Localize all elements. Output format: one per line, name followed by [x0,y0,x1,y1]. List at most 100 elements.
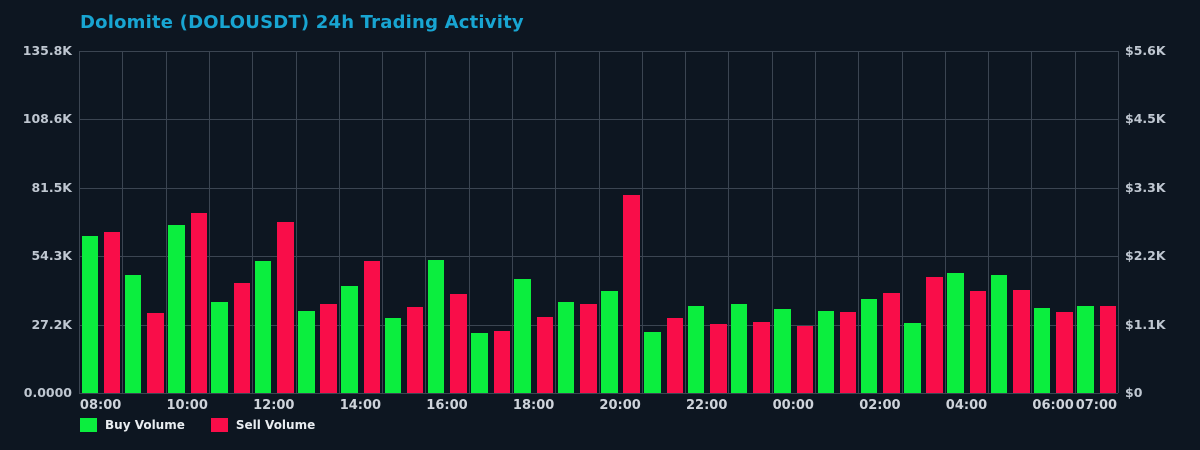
y-axis-right-label: $2.2K [1125,248,1166,264]
x-axis-label: 02:00 [859,398,901,413]
buy-bar [81,235,99,393]
y-axis-left-label: 54.3K [31,248,72,264]
sell-bar [1013,289,1030,393]
sell-bar [363,260,381,393]
sell-volume-swatch [210,418,228,432]
v-gridline [1074,51,1076,393]
buy-bar [1033,307,1051,393]
x-axis-label: 12:00 [253,398,295,413]
buy-bar [1077,305,1094,393]
y-axis-left-label: 108.6K [22,111,72,127]
sell-bar [536,317,554,393]
sell-bar [883,293,900,393]
sell-bar [753,321,770,393]
v-gridline [555,51,557,393]
sell-bar [839,311,857,393]
legend-label-sell: Sell Volume [235,418,316,432]
buy-bar [471,333,488,393]
y-axis-right-label: $4.5K [1125,111,1166,127]
v-gridline [122,51,124,393]
h-gridline [79,393,1118,394]
x-axis-label: 16:00 [426,398,468,413]
buy-bar [557,302,575,393]
buy-bar [211,301,228,393]
sell-bar [969,291,987,393]
sell-bar [103,232,121,393]
page-title: Dolomite (DOLOUSDT) 24h Trading Activity [80,12,524,33]
y-axis-right-label: $3.3K [1125,179,1166,195]
legend-label-buy: Buy Volume [105,418,185,432]
sell-bar [450,294,467,393]
sell-bar [233,283,251,393]
x-axis-label: 20:00 [599,398,641,413]
x-axis-label: 06:00 [1032,398,1074,413]
v-gridline [858,51,860,393]
buy-bar [947,272,964,393]
buy-bar [124,274,142,393]
v-gridline [598,51,600,393]
buy-bar [168,225,185,393]
buy-bar [687,305,705,393]
buy-bar [298,310,315,393]
sell-bar [666,318,684,393]
v-gridline [815,51,816,393]
x-axis-label: 18:00 [512,398,555,413]
v-gridline [1118,51,1119,393]
v-gridline [728,51,730,393]
v-gridline [165,51,167,393]
v-gridline [988,51,990,393]
x-axis-label: 22:00 [685,398,728,413]
x-axis-label: 00:00 [772,398,814,413]
buy-bar [904,323,921,393]
legend-item-sell: Sell Volume [210,418,316,432]
y-axis-left-label: 135.8K [22,43,72,58]
v-gridline [771,51,773,393]
x-axis-label: 04:00 [945,398,988,413]
sell-bar [796,326,814,393]
buy-bar [514,279,531,393]
v-gridline [511,51,513,393]
y-axis-left-label: 81.5K [31,179,72,195]
v-gridline [382,51,383,393]
v-gridline [1031,51,1033,393]
v-gridline [641,51,643,393]
v-gridline [79,51,80,393]
v-gridline [944,51,946,393]
buy-bar [427,259,445,393]
v-gridline [685,51,687,393]
buy-bar [341,286,358,393]
y-axis-left-label: 0.0000 [23,385,72,400]
buy-volume-swatch [80,418,97,432]
x-axis-label: 10:00 [166,398,208,413]
v-gridline [338,51,340,393]
sell-bar [406,306,424,393]
buy-bar [644,332,661,393]
buy-bar [860,298,878,393]
x-axis-label: 14:00 [339,398,382,413]
v-gridline [425,51,427,393]
sell-bar [926,276,943,393]
legend-item-buy: Buy Volume [80,418,185,432]
sell-bar [710,323,727,393]
buy-bar [774,308,791,393]
buy-bar [817,310,835,393]
y-axis-left-label: 27.2K [31,316,72,332]
buy-bar [254,261,272,393]
sell-bar [493,331,511,393]
buy-bar [730,303,748,393]
sell-bar [623,195,640,393]
sell-bar [320,304,337,393]
sell-bar [1056,311,1073,393]
y-axis-right-label: $1.1K [1125,316,1166,332]
buy-bar [601,290,618,393]
sell-bar [147,312,164,393]
x-axis-label: 08:00 [79,398,122,413]
v-gridline [901,51,903,393]
y-axis-right-label: $5.6K [1125,43,1166,58]
buy-bar [990,274,1008,393]
v-gridline [468,51,470,393]
sell-bar [1099,306,1117,393]
v-gridline [208,51,210,393]
